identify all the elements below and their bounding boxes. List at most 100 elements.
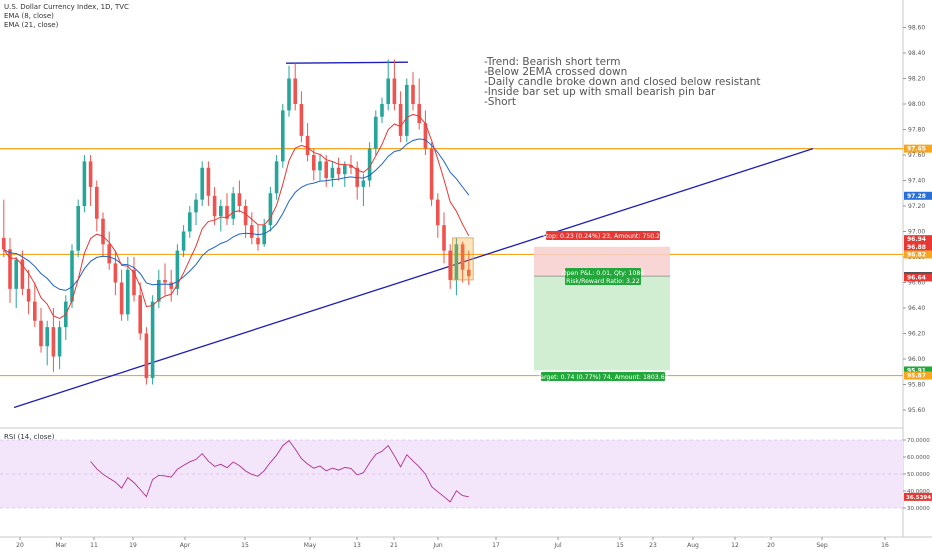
rsi-tick-label: 40.0000 — [907, 489, 930, 495]
time-tick-label: 12 — [731, 542, 739, 549]
candle-body — [405, 84, 409, 136]
candle-body — [398, 104, 403, 136]
price-badge — [904, 250, 932, 259]
price-badge-label: 97.28 — [907, 193, 926, 200]
trade-notes: -Trend: Bearish short term -Below 2EMA c… — [484, 56, 761, 108]
target-label-bg — [541, 372, 665, 381]
candle-body — [436, 199, 440, 226]
time-tick-label: 23 — [649, 542, 657, 549]
rsi-line — [90, 439, 469, 503]
candle-body — [343, 165, 347, 175]
candle-body — [367, 148, 372, 181]
price-badge-label: 96.64 — [907, 274, 926, 281]
candle-body — [386, 78, 390, 104]
candle-body — [374, 116, 378, 149]
candle-body — [95, 186, 99, 219]
candle-body — [88, 161, 93, 187]
ema21-legend: EMA (21, close) — [4, 21, 59, 29]
candle-body — [2, 237, 6, 250]
note-line: -Short — [484, 96, 516, 108]
candle-body — [429, 148, 434, 200]
rsi-tick-label: 50.0000 — [907, 472, 930, 478]
price-badge-label: 95.87 — [907, 373, 926, 380]
candle-body — [312, 155, 316, 171]
time-tick-label: 13 — [353, 542, 361, 549]
candle-body — [392, 78, 397, 104]
open-pnl-label-text: Risk/Reward Ratio: 3.22 — [566, 278, 640, 285]
price-tick-label: 95.60 — [908, 407, 925, 414]
time-tick-label: 15 — [241, 542, 249, 549]
rsi-tick-label: 60.0000 — [907, 455, 930, 461]
candle-body — [361, 180, 366, 187]
price-tick-label: 97.60 — [908, 152, 925, 159]
candle-body — [76, 206, 80, 251]
candle-body — [212, 195, 217, 217]
candle-body — [423, 123, 428, 149]
candle-body — [138, 295, 142, 334]
candle-body — [262, 225, 266, 245]
candle-body — [169, 282, 173, 289]
candle-body — [200, 167, 204, 200]
price-badge — [904, 242, 932, 251]
price-tick-label: 97.00 — [908, 229, 925, 236]
candle-body — [181, 231, 186, 251]
price-badge-label: 95.91 — [907, 367, 926, 374]
candle-body — [163, 279, 167, 283]
price-badge — [904, 191, 932, 200]
candle-body — [417, 104, 421, 124]
price-badge-label: 97.65 — [907, 146, 926, 153]
time-tick-label: Jul — [553, 542, 562, 549]
time-tick-label: Mar — [55, 542, 67, 549]
candle-body — [175, 250, 180, 289]
candle-body — [132, 269, 136, 296]
price-tick-label: 96.40 — [908, 305, 925, 312]
candle-body — [287, 78, 291, 111]
ema8-legend: EMA (8, close) — [4, 12, 54, 20]
price-tick-label: 96.20 — [908, 331, 925, 338]
price-badge — [904, 371, 932, 380]
time-tick-label: 20 — [767, 542, 775, 549]
candle-body — [101, 218, 105, 245]
candle-body — [318, 161, 322, 171]
price-tick-label: 96.60 — [908, 280, 925, 287]
rsi-badge — [904, 492, 932, 501]
stop-label-bg — [546, 231, 660, 240]
candle-body — [219, 206, 223, 217]
resistance-top-line — [285, 61, 409, 64]
price-badge — [904, 273, 932, 282]
time-tick-label: 20 — [16, 542, 24, 549]
time-tick-label: Sep — [816, 542, 828, 549]
candle-body — [380, 104, 384, 117]
candle-body — [119, 282, 124, 315]
candle-body — [305, 135, 310, 155]
candle-body — [194, 199, 198, 213]
candle-body — [411, 84, 415, 104]
candle-body — [243, 206, 248, 226]
note-line: -Trend: Bearish short term — [484, 56, 621, 68]
candle-body — [349, 165, 353, 168]
stop-label-text: Stop: 0.23 (0.24%) 23, Amount: 750.22 — [542, 233, 664, 240]
price-tick-label: 98.20 — [908, 76, 925, 83]
candle-body — [324, 161, 328, 178]
candle-body — [20, 259, 25, 289]
price-tick-label: 97.80 — [908, 127, 925, 134]
time-tick-label: 11 — [90, 542, 98, 549]
candle-body — [237, 193, 242, 206]
rsi-legend: RSI (14, close) — [4, 433, 55, 441]
candle-body — [188, 212, 192, 232]
candle-body — [225, 206, 229, 219]
candle-body — [250, 225, 254, 238]
symbol-title: U.S. Dollar Currency Index, 1D, TVC — [4, 3, 129, 11]
inside-bar-highlight — [452, 237, 474, 281]
candle-body — [454, 244, 459, 280]
candle-body — [448, 250, 452, 280]
time-tick-label: 21 — [390, 542, 398, 549]
time-tick-label: 19 — [129, 542, 137, 549]
time-tick-label: Jun — [432, 542, 443, 549]
price-tick-label: 96.00 — [908, 356, 925, 363]
candle-body — [26, 288, 31, 302]
candle-body — [467, 269, 471, 277]
price-tick-label: 95.80 — [908, 382, 925, 389]
